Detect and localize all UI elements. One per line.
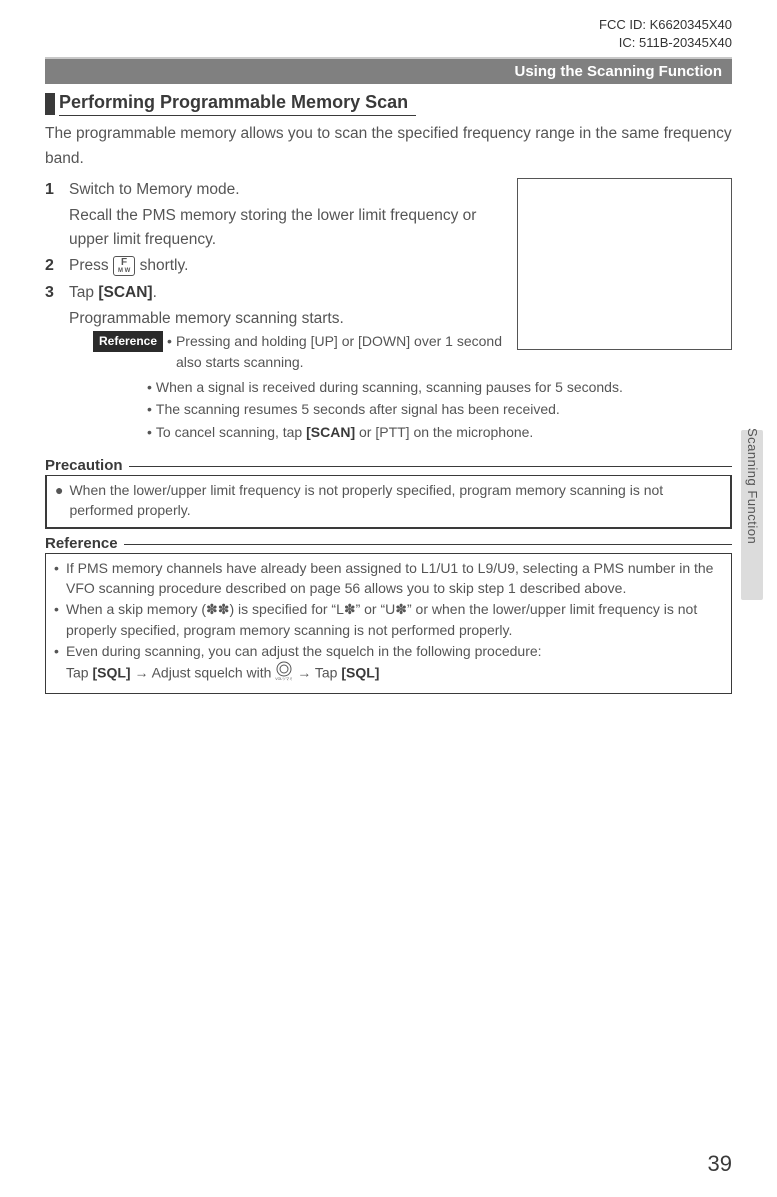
step-number: 3	[45, 281, 69, 374]
steps-list: 1 Switch to Memory mode. Recall the PMS …	[45, 178, 503, 376]
reference-item-3: • Even during scanning, you can adjust t…	[54, 641, 723, 687]
step-1: 1 Switch to Memory mode. Recall the PMS …	[45, 178, 503, 252]
ref-row-2: •When a signal is received during scanni…	[147, 376, 732, 398]
step-text-after: .	[153, 284, 157, 301]
ref-row-1: Reference • Pressing and holding [UP] or…	[93, 331, 503, 374]
sql-label: [SQL]	[92, 665, 130, 681]
step-3: 3 Tap [SCAN]. Programmable memory scanni…	[45, 281, 503, 374]
scan-label: [SCAN]	[98, 284, 152, 301]
intro-text: The programmable memory allows you to sc…	[45, 122, 732, 172]
step-body: Tap [SCAN]. Programmable memory scanning…	[69, 281, 503, 374]
precaution-text: When the lower/upper limit frequency is …	[69, 480, 722, 521]
ref-text: When a signal is received during scannin…	[156, 379, 623, 395]
fcc-id: FCC ID: K6620345X40	[45, 16, 732, 34]
ref-text: Pressing and holding [UP] or [DOWN] over…	[176, 331, 503, 374]
ref-row-3: •The scanning resumes 5 seconds after si…	[147, 398, 732, 420]
step-body: Press F M W shortly.	[69, 254, 503, 279]
step-body: Switch to Memory mode. Recall the PMS me…	[69, 178, 503, 252]
reference-box: • If PMS memory channels have already be…	[45, 553, 732, 695]
bullet: •	[167, 331, 172, 353]
bullet: •	[54, 641, 66, 687]
bullet: •	[147, 379, 152, 395]
bullet: •	[54, 558, 66, 599]
ref-text-after: or [PTT] on the microphone.	[355, 424, 533, 440]
reference-item-2: • When a skip memory (✽✽) is specified f…	[54, 599, 723, 640]
ref-text: If PMS memory channels have already been…	[66, 558, 723, 599]
bullet: •	[147, 401, 152, 417]
subsection-heading: Performing Programmable Memory Scan	[45, 92, 732, 116]
dial-label: VOLツマミ	[276, 676, 294, 681]
key-mw: M W	[118, 268, 130, 274]
precaution-block: Precaution ● When the lower/upper limit …	[45, 457, 732, 529]
subsection-mark	[45, 93, 55, 115]
steps-and-figure: 1 Switch to Memory mode. Recall the PMS …	[45, 178, 732, 376]
step-2: 2 Press F M W shortly.	[45, 254, 503, 279]
step-text: Switch to Memory mode.	[69, 181, 240, 198]
ref-mid1: → Adjust squelch with	[131, 665, 276, 681]
precaution-box: ● When the lower/upper limit frequency i…	[45, 475, 732, 529]
ref-text: The scanning resumes 5 seconds after sig…	[156, 401, 560, 417]
scan-label: [SCAN]	[306, 424, 355, 440]
f-mw-key-icon: F M W	[113, 256, 135, 276]
ref-text: When a skip memory (✽✽) is specified for…	[66, 599, 723, 640]
step-number: 2	[45, 254, 69, 279]
inline-reference-list: Reference • Pressing and holding [UP] or…	[93, 331, 503, 374]
bullet: •	[147, 424, 152, 440]
reference-label-line: Reference	[45, 535, 732, 553]
reference-badge: Reference	[93, 331, 163, 353]
step-number: 1	[45, 178, 69, 252]
ref-text: To cancel scanning, tap	[156, 424, 306, 440]
figure-placeholder	[517, 178, 732, 350]
section-title-bar: Using the Scanning Function	[45, 57, 732, 84]
step-text-before: Tap	[69, 284, 98, 301]
ic-id: IC: 511B-20345X40	[45, 34, 732, 52]
reference-item-1: • If PMS memory channels have already be…	[54, 558, 723, 599]
disc-bullet: ●	[55, 480, 63, 521]
sql-label: [SQL]	[341, 665, 379, 681]
precaution-label-line: Precaution	[45, 457, 732, 475]
step-subtext: Recall the PMS memory storing the lower …	[69, 204, 503, 252]
ref-text-wrap: Even during scanning, you can adjust the…	[66, 641, 542, 687]
key-f: F	[118, 258, 130, 268]
header-ids: FCC ID: K6620345X40 IC: 511B-20345X40	[45, 16, 732, 51]
page-number: 39	[708, 1151, 732, 1177]
subsection-title: Performing Programmable Memory Scan	[59, 92, 416, 116]
ref-row-4: •To cancel scanning, tap [SCAN] or [PTT]…	[147, 421, 732, 443]
step-text-after: shortly.	[140, 257, 189, 274]
ref-before: Tap	[66, 665, 92, 681]
step-subtext: Programmable memory scanning starts.	[69, 307, 503, 331]
bullet: •	[54, 599, 66, 640]
side-tab-label: Scanning Function	[745, 428, 760, 544]
ref-mid2: → Tap	[297, 665, 341, 681]
precaution-label: Precaution	[45, 457, 129, 474]
ref-text-line1: Even during scanning, you can adjust the…	[66, 643, 542, 659]
reference-block: Reference • If PMS memory channels have …	[45, 535, 732, 695]
step-text-before: Press	[69, 257, 113, 274]
volume-dial-icon: VOLツマミ	[275, 661, 293, 686]
ref-continued: •When a signal is received during scanni…	[147, 376, 732, 443]
reference-label: Reference	[45, 535, 124, 552]
precaution-item: ● When the lower/upper limit frequency i…	[55, 480, 722, 521]
